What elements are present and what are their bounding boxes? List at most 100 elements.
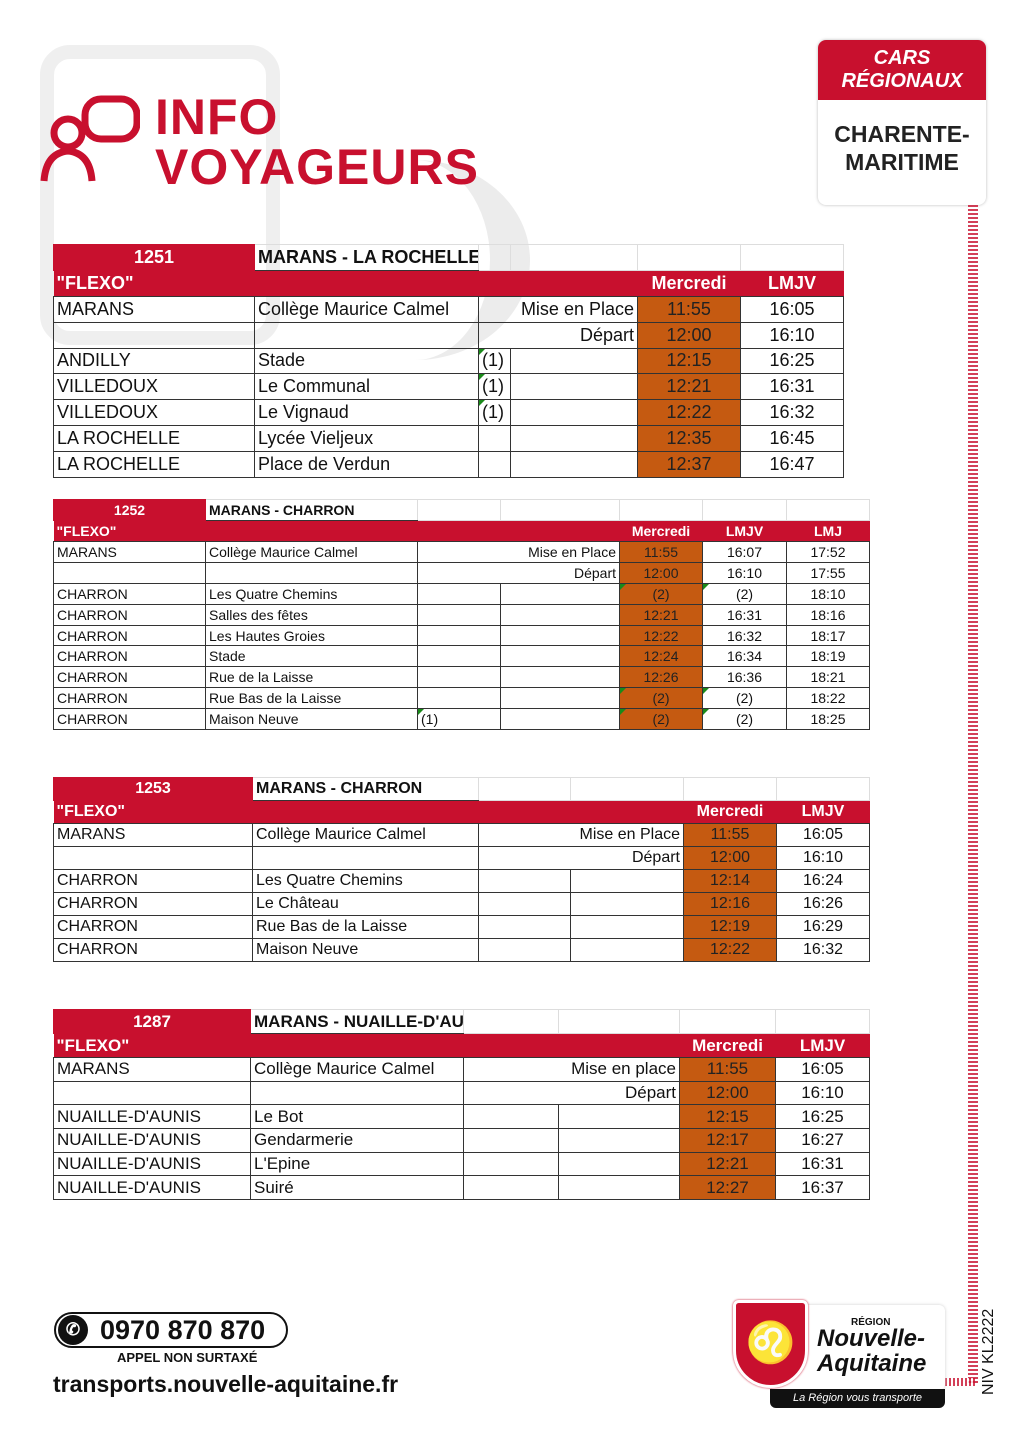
time-label [510,424,638,452]
stop-row: MARANS Collège Maurice Calmel Mise en Plac… [53,296,844,323]
region-label: RÉGION [851,1317,891,1328]
stop-row: Départ 12:00 16:10 17:55 [53,561,870,584]
time-lmjv: 16:25 [775,1104,870,1130]
note [478,823,571,847]
empty-cell [776,777,870,801]
note [463,1104,559,1130]
commune: CHARRON [53,708,206,731]
time-label [500,624,620,647]
stop-row: Départ 12:00 16:10 [53,321,844,349]
stop-row: ANDILLY Stade (1) 12:15 16:25 [53,347,844,375]
time-label [570,892,684,916]
commune: LA ROCHELLE [53,450,255,478]
note [478,450,511,478]
stop-name: Stade [205,645,418,668]
lion-shield-icon: ♌ [733,1300,808,1388]
time-mercredi: 12:00 [619,561,703,584]
note [417,645,501,668]
line-number: 1253 [53,777,253,801]
empty-cell [683,777,777,801]
empty-cell [740,244,844,271]
empty-cell [478,777,571,801]
time-lmjv: 16:31 [740,373,844,401]
stop-name: Maison Neuve [252,938,479,962]
note [478,296,511,323]
chat-people-icon [40,95,140,182]
stop-name [250,1080,464,1106]
empty-cell [558,1009,680,1034]
time-mercredi: 11:55 [637,296,741,323]
stop-name [254,321,479,349]
empty-cell [786,499,870,521]
time-label [500,582,620,605]
time-label: Départ [510,321,638,349]
commune: VILLEDOUX [53,399,255,426]
commune [53,561,206,584]
stop-row: VILLEDOUX Le Communal (1) 12:21 16:31 [53,373,844,401]
commune: CHARRON [53,645,206,668]
website-link[interactable]: transports.nouvelle-aquitaine.fr [53,1371,399,1397]
time-label: Départ [570,846,684,870]
stop-row: CHARRON Rue Bas de la Laisse 12:19 16:29 [53,915,870,939]
time-lmjv: 16:45 [740,424,844,452]
time-lmj: 17:55 [786,561,870,584]
commune: ANDILLY [53,347,255,375]
time-label [558,1104,680,1130]
time-label [558,1151,680,1177]
note: (1) [478,373,511,401]
commune: CHARRON [53,603,206,626]
commune: CHARRON [53,687,206,710]
time-mercredi: 12:16 [683,892,777,916]
route-name: MARANS - CHARRON [252,777,479,801]
empty-cell [463,1009,559,1034]
time-lmjv: 16:05 [775,1057,870,1082]
note [417,666,501,689]
note [463,1151,559,1177]
commune: NUAILLE-D'AUNIS [53,1175,251,1201]
time-label [558,1175,680,1201]
line-header-row: 1251 MARANS - LA ROCHELLE [53,244,844,271]
stop-row: MARANS Collège Maurice Calmel Mise en plac… [53,1057,870,1082]
stop-name [252,846,479,870]
time-mercredi: 12:27 [679,1175,776,1201]
time-lmjv: 16:37 [775,1175,870,1201]
timetable-1251: 1251 MARANS - LA ROCHELLE "FLEXO" Mercredi L… [53,244,844,478]
service-label: "FLEXO" [53,1033,680,1058]
time-mercredi: 11:55 [679,1057,776,1082]
service-label: "FLEXO" [53,270,638,297]
stop-name: Collège Maurice Calmel [205,541,418,563]
time-mercredi: 12:37 [637,450,741,478]
timetable-1252: 1252 MARANS - CHARRON "FLEXO" Mercredi LMJV L… [53,499,870,731]
days-header-row: "FLEXO" Mercredi LMJV LMJ [53,520,870,542]
commune: MARANS [53,1057,251,1082]
time-lmj: 18:17 [786,624,870,647]
stop-row: NUAILLE-D'AUNIS Le Bot 12:15 16:25 [53,1104,870,1130]
note: (1) [478,347,511,375]
note [478,424,511,452]
empty-cell [775,1009,870,1034]
time-label [510,450,638,478]
time-mercredi: 12:26 [619,666,703,689]
commune: LA ROCHELLE [53,424,255,452]
service-label: "FLEXO" [53,800,684,824]
phone-text: 0970 870 870 [100,1315,266,1345]
time-label: Mise en Place [570,823,684,847]
stop-name: Les Hautes Groies [205,624,418,647]
time-mercredi: 12:15 [637,347,741,375]
note [463,1175,559,1201]
region-name: Nouvelle-Aquitaine [817,1325,927,1377]
time-lmj: 18:25 [786,708,870,731]
time-lmjv: 16:31 [775,1151,870,1177]
time-lmj: 17:52 [786,541,870,563]
time-mercredi: 12:22 [619,624,703,647]
time-mercredi: 12:24 [619,645,703,668]
time-lmjv: 16:25 [740,347,844,375]
commune: CHARRON [53,624,206,647]
stop-name: Place de Verdun [254,450,479,478]
time-lmjv: (2) [702,708,787,731]
note [417,541,501,563]
time-mercredi: 12:22 [637,399,741,426]
phone-number[interactable]: ✆ 0970 870 870 [54,1312,288,1348]
note [463,1128,559,1153]
time-label [510,373,638,401]
